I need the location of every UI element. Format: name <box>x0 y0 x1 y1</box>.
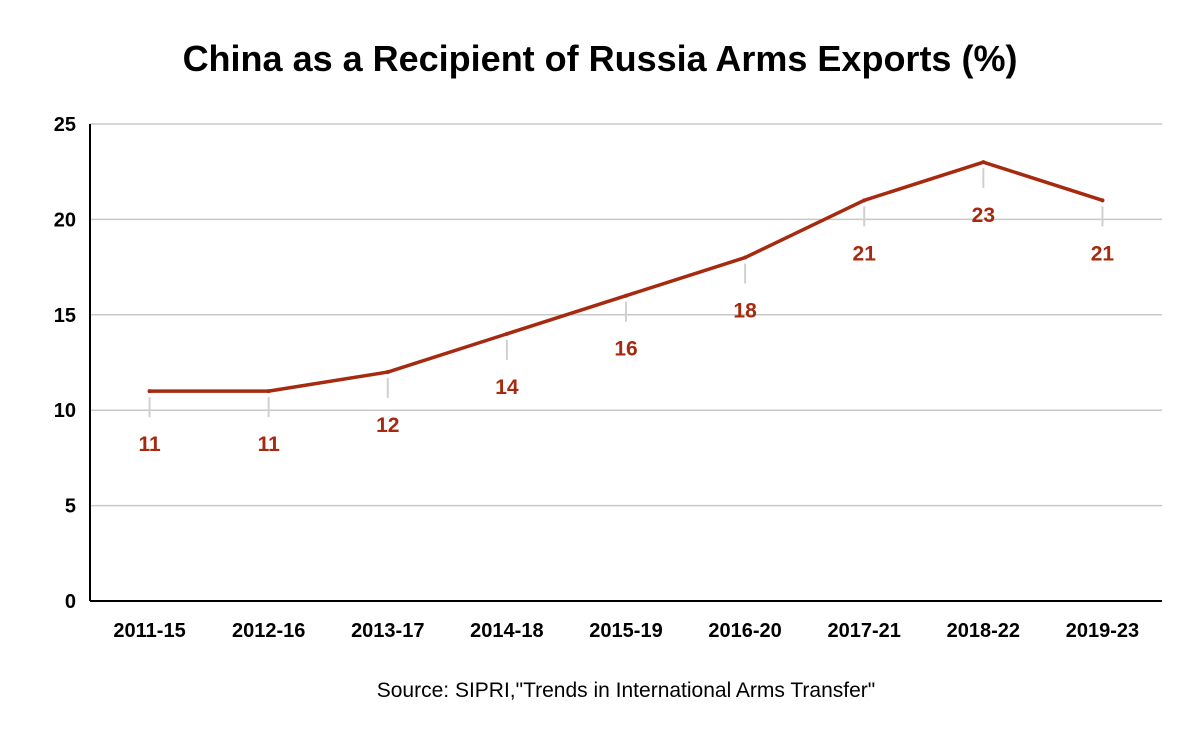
data-label: 16 <box>614 338 637 361</box>
x-tick-label: 2011-15 <box>113 620 185 642</box>
y-tick-label: 25 <box>54 114 76 136</box>
data-label: 21 <box>853 242 877 265</box>
data-label: 21 <box>1091 242 1115 265</box>
tick-labels: 0 5 10 15 20 25 2011-15 2012-16 2013-17 2014-18 20… <box>54 114 1139 642</box>
axes <box>89 124 1162 602</box>
data-point <box>981 160 986 165</box>
series-layer <box>147 160 1105 394</box>
label-leaders <box>148 168 1104 418</box>
x-tick-label: 2017-21 <box>828 620 901 642</box>
data-point <box>862 198 867 203</box>
y-tick-label: 15 <box>54 305 76 327</box>
x-tick-label: 2013-17 <box>351 620 424 642</box>
chart-source: Source: SIPRI,"Trends in International A… <box>376 679 876 702</box>
y-tick-label: 0 <box>65 591 76 613</box>
y-tick-label: 20 <box>54 209 76 231</box>
data-label: 14 <box>495 376 519 399</box>
data-point <box>624 293 628 298</box>
data-point <box>385 370 390 375</box>
x-tick-label: 2012-16 <box>232 620 305 642</box>
data-point <box>266 389 271 394</box>
data-point <box>504 331 509 336</box>
data-labels: 11 11 12 14 16 18 21 23 21 <box>138 204 1114 456</box>
x-tick-label: 2019-23 <box>1066 620 1139 642</box>
data-point <box>1100 198 1105 203</box>
data-point <box>147 389 152 394</box>
y-tick-label: 10 <box>54 400 76 422</box>
data-label: 11 <box>258 433 281 456</box>
data-label: 23 <box>972 204 995 227</box>
chart-title: China as a Recipient of Russia Arms Expo… <box>182 38 1018 79</box>
data-point <box>743 255 748 260</box>
data-label: 11 <box>138 433 161 456</box>
x-tick-label: 2016-20 <box>708 620 781 642</box>
x-tick-label: 2014-18 <box>470 620 543 642</box>
x-tick-label: 2018-22 <box>947 620 1020 642</box>
data-label: 12 <box>376 414 399 437</box>
data-label: 18 <box>733 300 757 323</box>
x-tick-label: 2015-19 <box>589 620 662 642</box>
y-tick-label: 5 <box>65 496 76 518</box>
